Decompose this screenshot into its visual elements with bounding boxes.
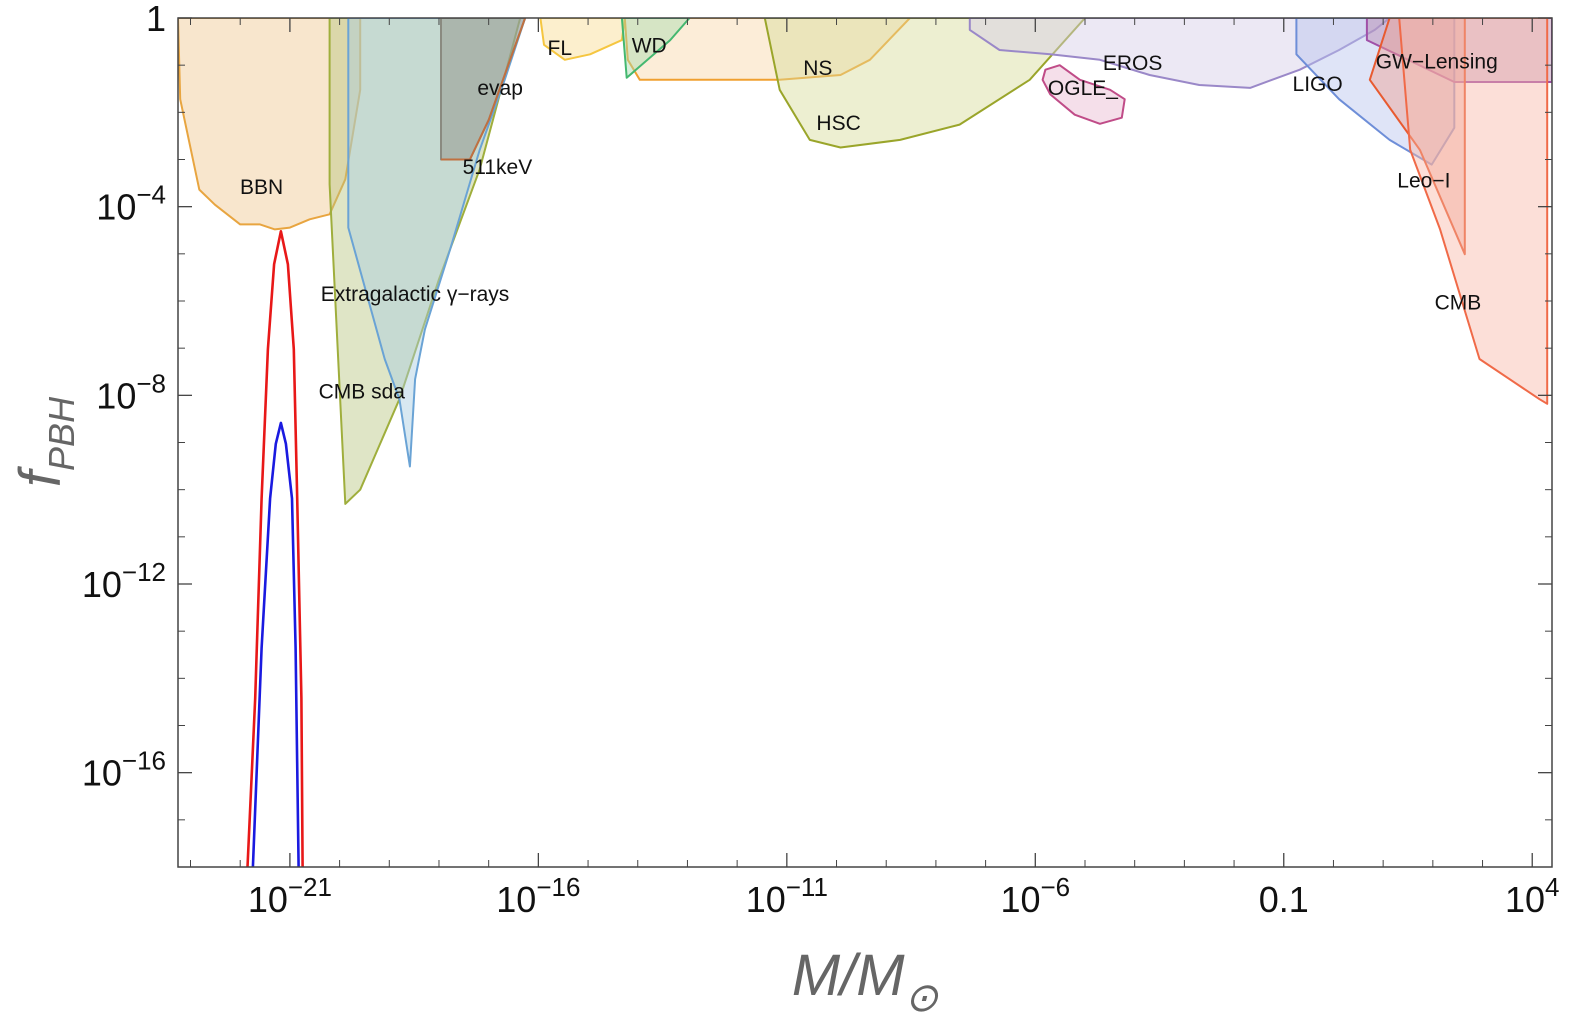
region-label: LIGO (1293, 73, 1343, 96)
constraint-region (347, 18, 527, 468)
x-tick-label: 104 (1505, 872, 1560, 920)
constraint-region (178, 18, 362, 231)
region-label: HSC (816, 112, 860, 135)
x-tick-label: 10−11 (746, 872, 828, 920)
y-tick-label: 10−8 (96, 368, 166, 416)
x-tick-label: 10−6 (1000, 872, 1070, 920)
region-label: 511keV (463, 156, 533, 179)
y-tick-label: 1 (146, 0, 166, 39)
x-tick-label: 10−21 (248, 872, 332, 920)
region-label: Extragalactic γ−rays (321, 283, 510, 306)
constraint-region (1041, 64, 1126, 125)
constraint-region (539, 18, 626, 61)
constraint-region (623, 18, 911, 81)
region-label: WD (632, 35, 667, 58)
model-curve (246, 230, 304, 867)
y-tick-label: 10−16 (82, 746, 166, 794)
constraint-region (1365, 18, 1552, 83)
region-label: FL (548, 37, 573, 60)
region-label: GW−Lensing (1376, 50, 1498, 73)
constraint-region (968, 18, 1391, 89)
region-label: evap (477, 77, 523, 100)
y-tick-label: 10−4 (96, 180, 166, 228)
constraint-region (1368, 18, 1466, 256)
constraint-region (620, 18, 691, 79)
y-axis-title: fPBH (8, 396, 82, 487)
region-label: CMB sda (319, 381, 406, 404)
region-label: Leo−I (1397, 169, 1450, 192)
constraint-region (1398, 18, 1549, 405)
constraint-region (328, 18, 522, 505)
region-labels: BBN CMB sda Extragalactic γ−rays evap 511keV… (240, 35, 1498, 404)
x-tick-label: 10−16 (496, 872, 580, 920)
x-tick-label: 0.1 (1259, 879, 1309, 920)
constraint-line (441, 18, 527, 161)
region-label: NS (803, 57, 832, 80)
model-curve (251, 421, 300, 867)
x-axis-title: M/M⊙ (792, 943, 939, 1020)
y-tick-label: 10−12 (82, 557, 166, 605)
region-label: EROS (1103, 52, 1163, 75)
plot-area (178, 18, 1552, 867)
region-label: CMB (1435, 291, 1482, 314)
region-label: BBN (240, 176, 283, 199)
region-label: OGLE_ (1048, 77, 1118, 100)
